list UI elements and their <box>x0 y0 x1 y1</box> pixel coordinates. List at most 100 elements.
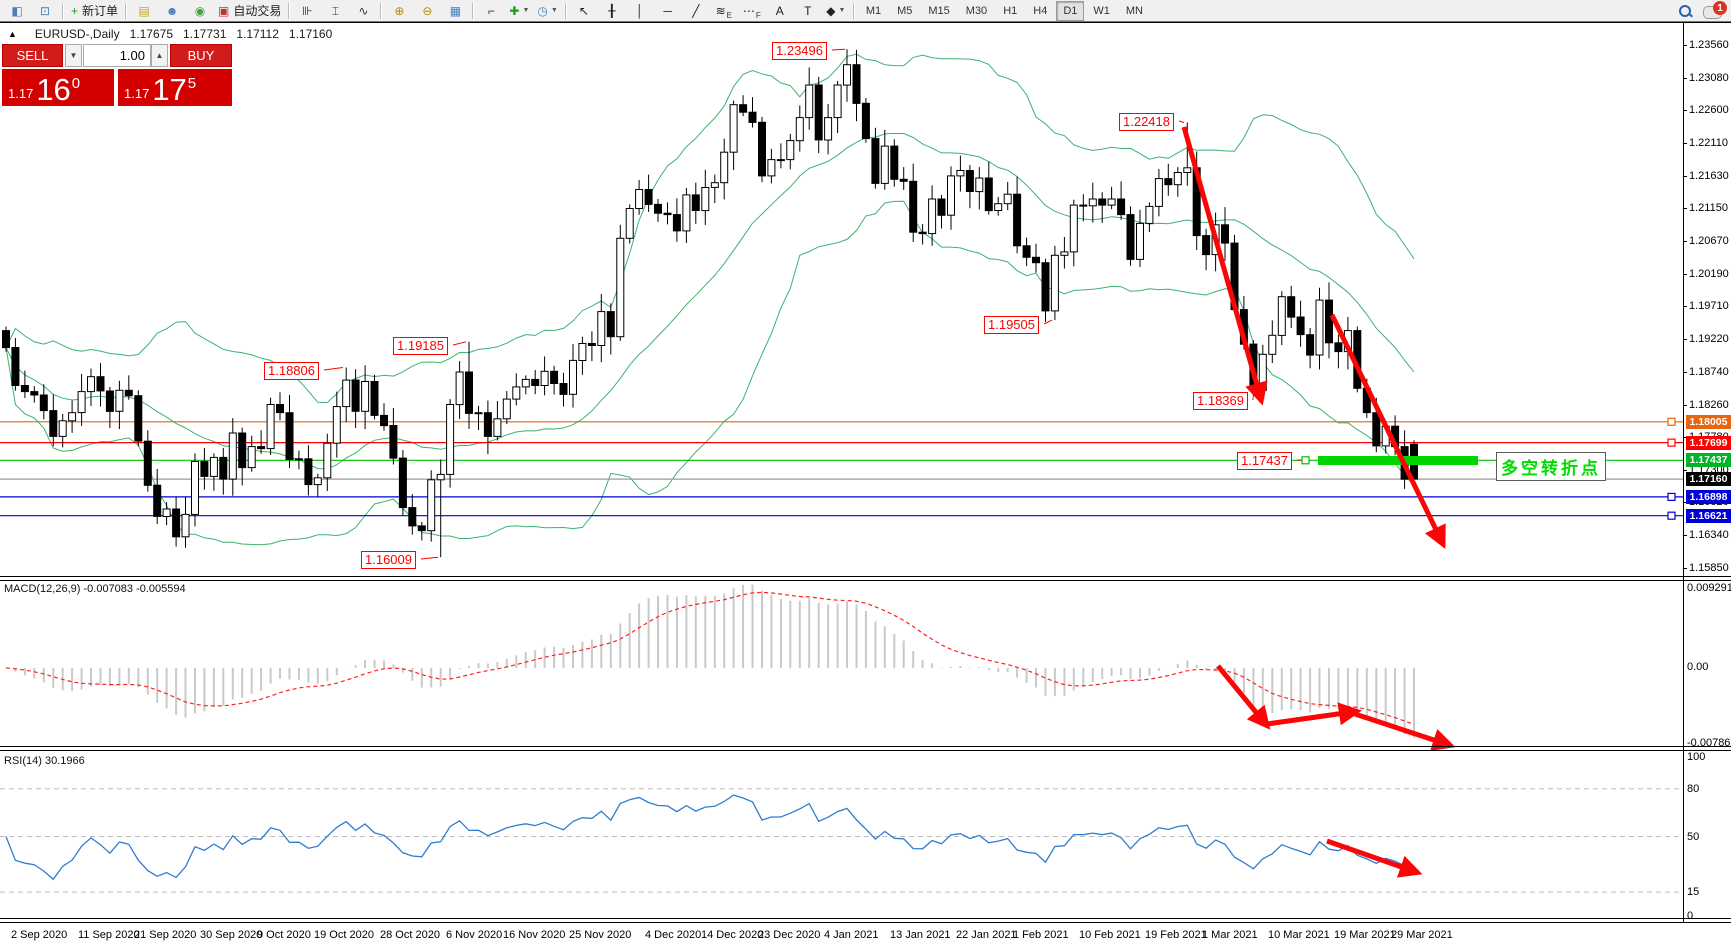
auto-trading-icon[interactable]: ▣ 自动交易 <box>218 3 282 18</box>
timeframe-h4[interactable]: H4 <box>1033 4 1048 17</box>
history-center-icon[interactable]: ▤ <box>138 3 150 18</box>
market-watch-icon[interactable]: ⊡ <box>39 3 51 18</box>
tick-mark <box>1683 405 1687 406</box>
horizontal-lines[interactable] <box>0 417 1683 520</box>
timeframe-h1[interactable]: H1 <box>1003 4 1018 17</box>
price-tick-label: 1.23080 <box>1689 72 1729 84</box>
cursor-tool-icon[interactable]: ↖ <box>578 3 589 18</box>
trend-arrows-macd[interactable] <box>1216 664 1456 751</box>
tick-mark <box>1683 339 1687 340</box>
macd-label: MACD(12,26,9) -0.007083 -0.005594 <box>4 583 186 595</box>
price-callout-label[interactable]: 1.18369 <box>1193 392 1248 410</box>
period-menu-icon[interactable]: ◷ ▼ <box>537 3 558 18</box>
timeframe-m15[interactable]: M15 <box>928 4 950 17</box>
candlestick-mode-icon[interactable]: ⌶ <box>331 3 339 18</box>
text-tool-icon[interactable]: A <box>775 3 784 18</box>
fibonacci-tool-icon[interactable]: ≋ E <box>715 3 733 20</box>
arrows-tool-icon[interactable]: ◆ ▼ <box>826 3 846 18</box>
timeframe-m30[interactable]: M30 <box>965 4 988 17</box>
timeframe-m5[interactable]: M5 <box>897 4 913 17</box>
sell-button[interactable]: SELL <box>2 44 63 67</box>
price-tick-label: 1.18740 <box>1689 366 1729 378</box>
trendline-tool-icon[interactable]: ╱ <box>692 3 700 18</box>
zoom-in-icon[interactable]: ⊕ <box>394 3 405 18</box>
lot-size-input[interactable]: 1.00 <box>83 44 151 67</box>
indicator-window-icon[interactable]: ⌐ <box>487 3 495 18</box>
date-tick-label: 21 Sep 2020 <box>134 929 197 941</box>
toolbar-separator <box>472 2 475 19</box>
separator-macd-rsi-2 <box>0 750 1731 751</box>
price-callout-label[interactable]: 1.18806 <box>264 362 319 380</box>
support-zone-bar[interactable] <box>1318 456 1478 465</box>
price-callout-label[interactable]: 1.22418 <box>1119 113 1174 131</box>
line-chart-mode-icon[interactable]: ∿ <box>358 3 369 18</box>
crosshair-tool-icon[interactable]: ╂ <box>608 3 616 18</box>
symbol-period: EURUSD-,Daily <box>34 27 120 41</box>
collapse-arrow-icon[interactable]: ▲ <box>8 29 17 39</box>
date-tick-label: 23 Dec 2020 <box>758 929 821 941</box>
vertical-line-tool-icon[interactable]: │ <box>636 3 644 18</box>
separator-main-macd-1[interactable] <box>0 576 1731 577</box>
price-callout-label[interactable]: 1.16009 <box>361 551 416 569</box>
separator-rsi-dates-2 <box>0 922 1731 923</box>
chart-canvas[interactable] <box>0 0 1683 947</box>
macd-axis-zero: 0.00 <box>1687 661 1709 673</box>
sell-quote[interactable]: 1.17 16 0 <box>2 69 114 106</box>
horizontal-line-tool-icon[interactable]: ─ <box>663 3 673 18</box>
tick-mark <box>1683 110 1687 111</box>
new-order-icon[interactable]: + 新订单 <box>71 3 119 18</box>
trend-arrows-rsi[interactable] <box>1326 838 1423 878</box>
ohlc-close: 1.17160 <box>288 27 333 41</box>
accounts-icon[interactable]: ☻ <box>165 3 179 18</box>
rsi-axis-label: 0 <box>1687 910 1694 922</box>
price-tick-label: 1.19220 <box>1689 333 1729 345</box>
tick-mark <box>1683 274 1687 275</box>
date-tick-label: 1 Feb 2021 <box>1013 929 1069 941</box>
price-callout-label[interactable]: 1.19505 <box>984 316 1039 334</box>
date-tick-label: 10 Mar 2021 <box>1268 929 1330 941</box>
timeframe-m1[interactable]: M1 <box>865 4 882 17</box>
rsi-axis-label: 80 <box>1687 783 1700 795</box>
date-tick-label: 9 Oct 2020 <box>257 929 311 941</box>
rsi-axis-label: 50 <box>1687 831 1700 843</box>
timeframe-mn[interactable]: MN <box>1125 4 1143 17</box>
buy-quote-head: 1.17 <box>124 86 150 101</box>
trend-arrows-main[interactable] <box>1181 126 1446 549</box>
chart-window-icon[interactable]: ◧ <box>11 3 23 18</box>
text-label-tool-icon[interactable]: T <box>804 3 812 18</box>
price-callout-label[interactable]: 1.17437 <box>1237 452 1292 470</box>
zoom-out-icon[interactable]: ⊖ <box>422 3 433 18</box>
turning-point-note[interactable]: 多空转折点 <box>1496 452 1606 481</box>
axis-border <box>1683 22 1684 925</box>
price-callout-label[interactable]: 1.19185 <box>393 337 448 355</box>
chat-icon[interactable]: 1 <box>1703 1 1727 20</box>
tile-windows-icon[interactable]: ▦ <box>449 3 462 18</box>
date-axis[interactable]: 2 Sep 2020 11 Sep 2020 21 Sep 2020 30 Sep 2… <box>0 923 1731 947</box>
search-icon[interactable] <box>1678 4 1693 19</box>
buy-quote[interactable]: 1.17 17 5 <box>118 69 232 106</box>
notifications-icon[interactable]: ◉ <box>194 3 206 18</box>
timeframe-w1[interactable]: W1 <box>1093 4 1110 17</box>
tick-mark <box>1683 176 1687 177</box>
search-stem <box>1688 12 1693 17</box>
lot-decrease-button[interactable]: ▼ <box>65 44 82 67</box>
date-tick-label: 25 Nov 2020 <box>569 929 632 941</box>
tick-mark <box>1683 45 1687 46</box>
chevron-down-icon: ▼ <box>838 7 846 14</box>
buy-button[interactable]: BUY <box>170 44 232 67</box>
tick-mark <box>1683 502 1687 503</box>
chevron-down-icon: ▼ <box>550 7 558 14</box>
price-callout-label[interactable]: 1.23496 <box>772 42 827 60</box>
rsi-line <box>5 794 1414 881</box>
price-tag: 1.17437 <box>1686 453 1731 467</box>
timeframe-d1[interactable]: D1 <box>1056 0 1085 21</box>
separator-macd-rsi-1[interactable] <box>0 746 1731 747</box>
tick-mark <box>1683 241 1687 242</box>
lot-increase-button[interactable]: ▲ <box>151 44 168 67</box>
add-indicator-icon[interactable]: ✚ ▼ <box>509 3 530 18</box>
sell-quote-digits: 16 <box>36 72 71 108</box>
channel-tool-icon[interactable]: ⋯ F <box>742 3 761 20</box>
bar-chart-mode-icon[interactable]: ⊪ <box>302 3 313 18</box>
toolbar-separator <box>564 2 567 19</box>
date-tick-label: 14 Dec 2020 <box>701 929 764 941</box>
